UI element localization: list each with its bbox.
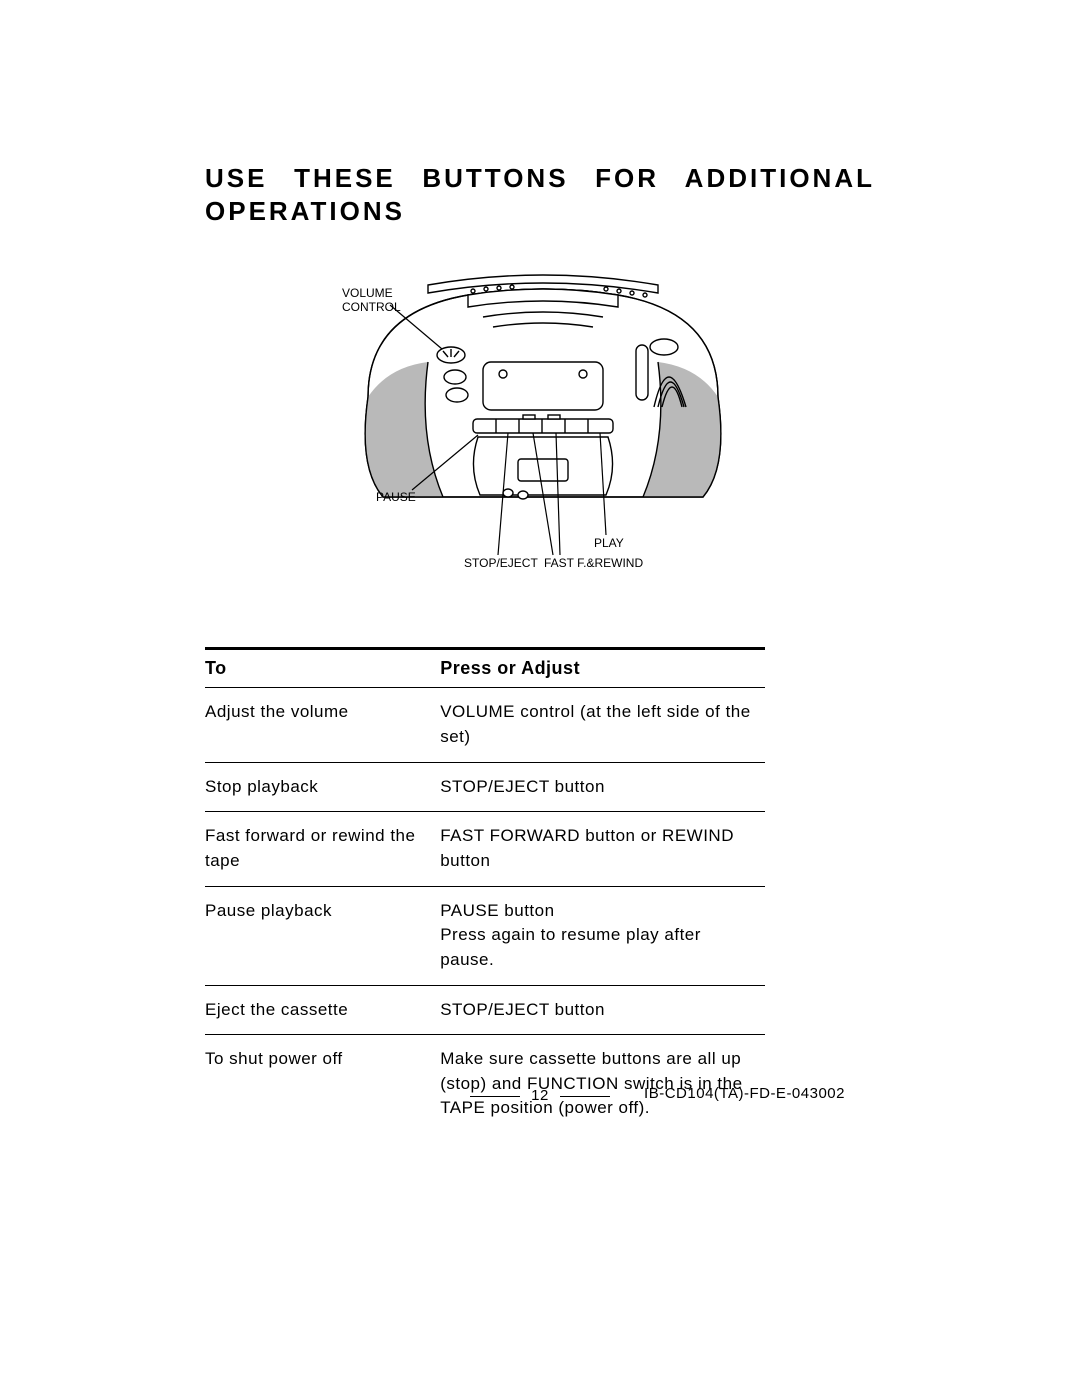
cell-action: FAST FORWARD button or REWIND button	[440, 812, 765, 886]
page-footer: 12 IB-CD104(TA)-FD-E-043002	[0, 1087, 1080, 1104]
table-row: Fast forward or rewind the tape FAST FOR…	[205, 812, 765, 886]
cell-action: Make sure cassette buttons are all up (s…	[440, 1035, 765, 1133]
label-volume-l1: VOLUME	[342, 286, 393, 300]
cell-to: Pause playback	[205, 886, 440, 985]
manual-page: USE THESE BUTTONS FOR ADDITIONAL OPERATI…	[0, 0, 1080, 1394]
label-stop-eject: STOP/EJECT	[464, 556, 538, 570]
page-title-line1: USE THESE BUTTONS FOR ADDITIONAL	[205, 160, 875, 196]
page-title-line2: OPERATIONS	[205, 196, 880, 227]
table-header-to: To	[205, 649, 440, 688]
cell-action: PAUSE buttonPress again to resume play a…	[440, 886, 765, 985]
cell-to: Eject the cassette	[205, 985, 440, 1035]
footer-dash-right	[560, 1096, 610, 1097]
cell-to: Fast forward or rewind the tape	[205, 812, 440, 886]
table-row: Pause playback PAUSE buttonPress again t…	[205, 886, 765, 985]
operations-table: To Press or Adjust Adjust the volume VOL…	[205, 647, 765, 1133]
page-number: 12	[531, 1087, 549, 1104]
table-row: To shut power off Make sure cassette but…	[205, 1035, 765, 1133]
table-row: Stop playback STOP/EJECT button	[205, 762, 765, 812]
label-play: PLAY	[594, 536, 624, 550]
boombox-svg: VOLUME CONTROL PAUSE PLAY STOP/EJECT FAS…	[308, 267, 778, 587]
doc-id: IB-CD104(TA)-FD-E-043002	[644, 1085, 845, 1102]
footer-dash-left	[470, 1096, 520, 1097]
cell-to: To shut power off	[205, 1035, 440, 1133]
boombox-diagram: VOLUME CONTROL PAUSE PLAY STOP/EJECT FAS…	[205, 267, 880, 587]
cell-action: STOP/EJECT button	[440, 762, 765, 812]
cell-to: Stop playback	[205, 762, 440, 812]
label-fastf-rewind: FAST F.&REWIND	[544, 556, 643, 570]
cell-action: VOLUME control (at the left side of the …	[440, 688, 765, 762]
cell-to: Adjust the volume	[205, 688, 440, 762]
table-row: Adjust the volume VOLUME control (at the…	[205, 688, 765, 762]
cell-action: STOP/EJECT button	[440, 985, 765, 1035]
table-header-action: Press or Adjust	[440, 649, 765, 688]
label-volume-l2: CONTROL	[342, 300, 401, 314]
label-pause: PAUSE	[376, 490, 416, 504]
table-row: Eject the cassette STOP/EJECT button	[205, 985, 765, 1035]
